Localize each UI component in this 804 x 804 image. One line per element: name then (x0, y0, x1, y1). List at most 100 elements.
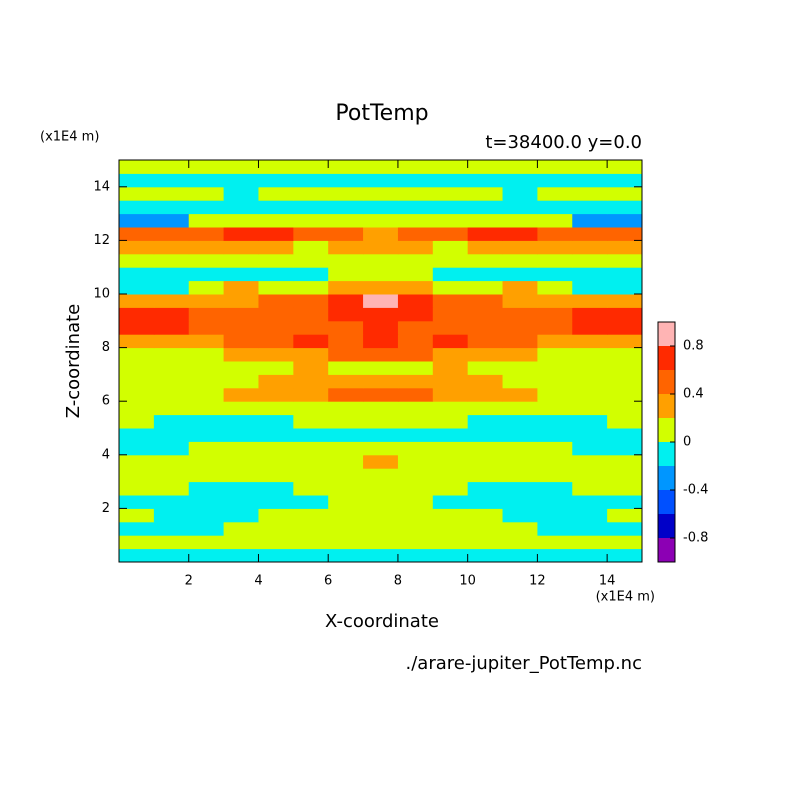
contour-cell (467, 160, 504, 174)
contour-cell (572, 186, 608, 201)
contour-cell (537, 200, 573, 215)
contour-cell (258, 186, 294, 201)
contour-cell (607, 186, 643, 201)
contour-cell (432, 347, 469, 362)
contour-cell (153, 481, 190, 496)
contour-cell (572, 414, 608, 429)
contour-cell (293, 361, 329, 375)
contour-cell (223, 160, 259, 174)
contour-cell (607, 361, 643, 375)
contour-cell (363, 428, 399, 442)
contour-cell (153, 294, 190, 308)
contour-cell (432, 428, 469, 442)
contour-cell (293, 414, 329, 429)
contour-cell (293, 508, 329, 523)
contour-cell (223, 213, 259, 228)
contour-cell (607, 454, 643, 469)
contour-cell (293, 320, 329, 335)
contour-cell (537, 548, 573, 563)
contour-cell (119, 334, 155, 349)
contour-cell (223, 267, 259, 282)
contour-cell (397, 240, 434, 255)
contour-cell (397, 374, 434, 389)
contour-cell (223, 240, 259, 255)
contour-cell (537, 428, 573, 442)
contour-cell (607, 227, 643, 241)
contour-cell (223, 200, 259, 215)
contour-cell (293, 227, 329, 241)
contour-cell (119, 294, 155, 308)
contour-cell (293, 481, 329, 496)
contour-cell (467, 307, 504, 322)
contour-cell (153, 508, 190, 523)
y-tick-label: 8 (102, 340, 110, 355)
contour-cell (537, 294, 573, 308)
contour-cell (607, 253, 643, 268)
contour-cell (397, 428, 434, 442)
contour-cell (502, 267, 538, 282)
contour-cell (328, 374, 364, 389)
contour-cell (328, 334, 364, 349)
contour-cell (467, 387, 504, 402)
contour-cell (188, 253, 225, 268)
contour-cell (258, 387, 294, 402)
contour-cell (537, 280, 573, 295)
contour-cell (572, 200, 608, 215)
contour-cell (432, 521, 469, 536)
contour-cell (363, 374, 399, 389)
contour-cell (397, 454, 434, 469)
contour-cell (537, 213, 573, 228)
contour-cell (397, 387, 434, 402)
contour-cell (258, 320, 294, 335)
contour-cell (328, 267, 364, 282)
contour-cell (328, 468, 364, 483)
contour-cell (153, 428, 190, 442)
contour-cell (188, 401, 225, 416)
contour-cell (328, 454, 364, 469)
contour-cell (502, 441, 538, 456)
contour-cell (119, 454, 155, 469)
contour-cell (502, 468, 538, 483)
contour-cell (432, 213, 469, 228)
contour-cell (502, 361, 538, 375)
contour-cell (119, 280, 155, 295)
contour-cell (537, 468, 573, 483)
contour-cell (119, 414, 155, 429)
contour-cell (328, 253, 364, 268)
x-unit: (x1E4 m) (596, 590, 655, 605)
contour-cell (537, 401, 573, 416)
contour-cell (293, 374, 329, 389)
contour-cell (363, 334, 399, 349)
contour-cell (153, 521, 190, 536)
contour-cell (153, 334, 190, 349)
contour-cell (432, 548, 469, 563)
x-tick-label: 14 (599, 574, 616, 589)
contour-cell (363, 401, 399, 416)
contour-cell (223, 280, 259, 295)
contour-cell (153, 548, 190, 563)
contour-cell (572, 160, 608, 174)
contour-cell (537, 347, 573, 362)
contour-cell (363, 213, 399, 228)
contour-cell (293, 307, 329, 322)
contour-cell (153, 253, 190, 268)
contour-cell (607, 374, 643, 389)
contour-cell (188, 186, 225, 201)
contour-cell (467, 213, 504, 228)
contour-cell (293, 280, 329, 295)
contour-cell (397, 414, 434, 429)
contour-cell (467, 240, 504, 255)
contour-cell (153, 227, 190, 241)
contour-cell (258, 200, 294, 215)
contour-cell (223, 334, 259, 349)
contour-cell (432, 227, 469, 241)
contour-cell (502, 495, 538, 509)
contour-cell (572, 535, 608, 550)
contour-cell (467, 347, 504, 362)
contour-cell (258, 253, 294, 268)
contour-cell (432, 441, 469, 456)
contour-cell (188, 481, 225, 496)
contour-cell (363, 280, 399, 295)
contour-cell (502, 387, 538, 402)
contour-cell (537, 240, 573, 255)
